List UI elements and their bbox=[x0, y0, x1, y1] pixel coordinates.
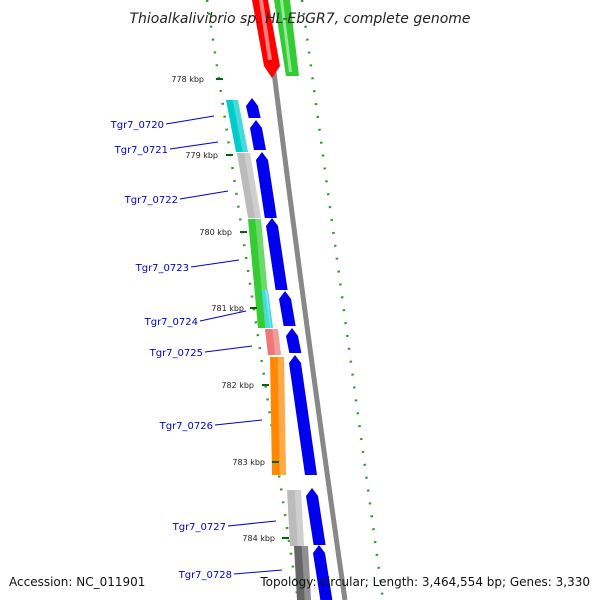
gene-arrow-tgr7_0723[interactable] bbox=[266, 218, 288, 290]
leader-line bbox=[169, 141, 219, 150]
gene-arrow-tgr7_0725[interactable] bbox=[286, 328, 302, 353]
tick-label: 782 kbp bbox=[221, 381, 254, 390]
gene-block-shade bbox=[272, 329, 281, 355]
gene-block-tgr7_0728[interactable] bbox=[294, 546, 311, 600]
gene-arrow-tgr7_0720[interactable] bbox=[246, 98, 261, 118]
accession-text: Accession: NC_011901 bbox=[9, 575, 146, 589]
gene-arrow-tgr7_0726[interactable] bbox=[289, 355, 317, 475]
gene-block-shade bbox=[264, 290, 273, 328]
tick-label: 778 kbp bbox=[171, 75, 204, 84]
gene-arrow-tgr7_0728[interactable] bbox=[313, 545, 333, 600]
tick-label: 779 kbp bbox=[185, 151, 218, 160]
topology-text: Topology: circular; Length: 3,464,554 bp… bbox=[260, 575, 590, 589]
tick-label: 781 kbp bbox=[211, 304, 244, 313]
gene-label-tgr7_0725[interactable]: Tgr7_0725 bbox=[149, 348, 203, 359]
leader-line bbox=[214, 419, 263, 426]
gene-block-shade bbox=[255, 219, 271, 328]
gene-label-tgr7_0722[interactable]: Tgr7_0722 bbox=[124, 195, 178, 206]
gene-block-tgr7_0720[interactable] bbox=[226, 100, 248, 152]
gene-arrow-tgr7_0722[interactable] bbox=[256, 152, 277, 218]
gene-label-tgr7_0720[interactable]: Tgr7_0720 bbox=[110, 120, 164, 131]
gene-block-tgr7_0722[interactable] bbox=[237, 153, 261, 218]
gene-block-tgr7_0726[interactable] bbox=[270, 357, 286, 475]
gene-block-shade bbox=[277, 357, 286, 475]
gene-label-tgr7_0727[interactable]: Tgr7_0727 bbox=[172, 522, 226, 533]
top-green-highlight bbox=[280, 0, 292, 72]
leader-line bbox=[204, 345, 253, 353]
gene-block-shade bbox=[244, 153, 261, 218]
leader-line bbox=[179, 190, 229, 200]
gene-label-tgr7_0723[interactable]: Tgr7_0723 bbox=[135, 263, 189, 274]
top-red-highlight bbox=[259, 0, 272, 60]
leader-line bbox=[199, 310, 247, 322]
genome-title: Thioalkalivibrio sp. HL-EbGR7, complete … bbox=[129, 11, 470, 27]
gene-block-shade bbox=[301, 546, 311, 600]
gene-label-tgr7_0721[interactable]: Tgr7_0721 bbox=[114, 145, 168, 156]
leader-line bbox=[165, 115, 215, 125]
leader-line bbox=[190, 259, 240, 268]
gene-arrow-tgr7_0727[interactable] bbox=[306, 488, 326, 545]
tick-label: 784 kbp bbox=[242, 534, 275, 543]
gene-block-tgr7_0727[interactable] bbox=[287, 490, 304, 546]
gene-label-tgr7_0726[interactable]: Tgr7_0726 bbox=[159, 421, 213, 432]
gene-label-tgr7_0724[interactable]: Tgr7_0724 bbox=[144, 317, 198, 328]
tick-label: 783 kbp bbox=[232, 458, 265, 467]
gene-block-tgr7_0725[interactable] bbox=[265, 329, 281, 355]
gene-block-tgr7_0724[interactable] bbox=[261, 290, 273, 328]
gene-arrow-tgr7_0721[interactable] bbox=[250, 120, 266, 150]
backbone-line bbox=[262, 0, 348, 600]
tick-label: 780 kbp bbox=[199, 228, 232, 237]
leader-line bbox=[233, 569, 283, 575]
gene-label-tgr7_0728[interactable]: Tgr7_0728 bbox=[178, 570, 232, 581]
gene-block-shade bbox=[294, 490, 304, 546]
gene-arrow-tgr7_0724[interactable] bbox=[279, 291, 296, 326]
gene-block-shade bbox=[232, 100, 248, 152]
leader-line bbox=[227, 520, 277, 527]
